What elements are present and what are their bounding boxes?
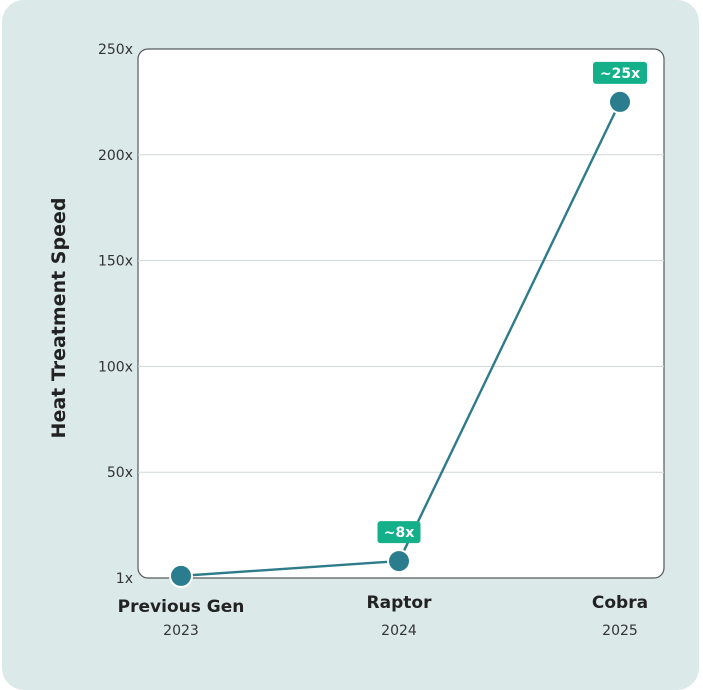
- x-year-label: 2024: [381, 623, 417, 639]
- data-point: [169, 563, 193, 588]
- data-point: [387, 549, 411, 574]
- data-label-badge: [377, 521, 421, 544]
- data-label: ~25x: [600, 66, 640, 82]
- y-axis-label: Heat Treatment Speed: [48, 198, 70, 439]
- y-tick-label: 100x: [98, 359, 133, 375]
- data-point: [608, 89, 632, 114]
- y-tick-label: 1x: [116, 571, 133, 587]
- x-year-label: 2025: [602, 623, 638, 639]
- plot-area: [137, 48, 665, 579]
- x-year-label: 2023: [163, 623, 199, 639]
- y-tick-label: 250x: [98, 42, 133, 58]
- x-category-label: Cobra: [592, 593, 648, 613]
- line-chart: 1x 50x 100x 150x 200x 250x Heat Treatment Spe…: [48, 42, 665, 639]
- y-tick-label: 50x: [107, 465, 133, 481]
- x-axis-categories: Previous Gen 2023 Raptor 2024 Cobra 2025: [118, 593, 648, 639]
- data-label: ~8x: [384, 525, 415, 541]
- x-category-label: Raptor: [367, 593, 433, 613]
- data-label-badge: [593, 61, 647, 84]
- y-axis-ticks: 1x 50x 100x 150x 200x 250x: [98, 42, 133, 587]
- series-line-group: ~8x ~25x: [169, 61, 647, 588]
- y-tick-label: 200x: [98, 148, 133, 164]
- gridlines: [138, 154, 664, 473]
- x-category-label: Previous Gen: [118, 597, 245, 617]
- y-tick-label: 150x: [98, 254, 133, 270]
